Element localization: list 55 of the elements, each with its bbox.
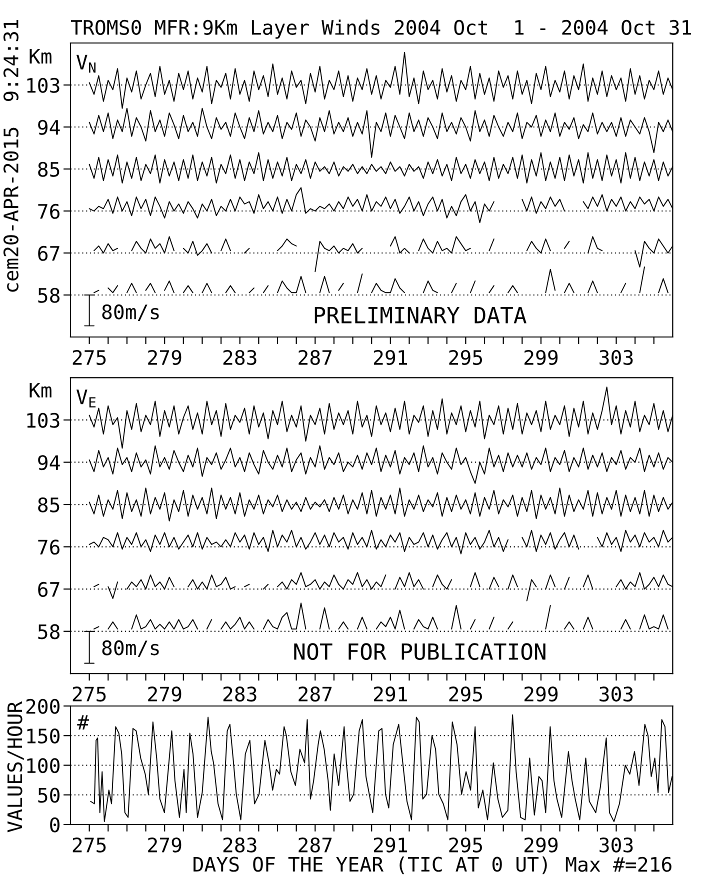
- annotation: PRELIMINARY DATA: [314, 307, 526, 324]
- y-tick-label: 76: [38, 204, 60, 219]
- annotation: V$_{E}$: [76, 390, 96, 408]
- x-tick-label: 291: [374, 350, 408, 365]
- y-tick-label: 103: [27, 78, 60, 93]
- y-tick-label: 50: [38, 788, 60, 803]
- y-tick-label: 85: [38, 497, 60, 512]
- y-tick-label: 103: [27, 412, 60, 428]
- x-tick-label: 295: [449, 686, 482, 702]
- x-tick-label: 299: [524, 350, 558, 365]
- y-tick-label: 76: [38, 540, 60, 555]
- y-axis-title: VALUES/HOUR: [7, 701, 24, 832]
- y-tick-label: 200: [26, 698, 60, 714]
- y-tick-label: 150: [27, 728, 60, 744]
- y-tick-label: 94: [38, 120, 60, 135]
- x-tick-label: 291: [374, 837, 408, 852]
- y-tick-label: 58: [38, 288, 60, 303]
- y-tick-label: 94: [38, 455, 60, 470]
- x-tick-label: 303: [600, 350, 633, 365]
- text: Max #=216: [566, 856, 672, 872]
- x-tick-label: 279: [148, 686, 182, 702]
- x-tick-label: 287: [298, 686, 332, 702]
- text: cem20-APR-2015 9:24:31: [3, 20, 18, 292]
- x-tick-label: 279: [148, 350, 182, 365]
- x-tick-label: 283: [223, 686, 256, 702]
- y-tick-label: 0: [50, 817, 60, 832]
- annotation: 80m/s: [102, 640, 159, 657]
- x-tick-label: 299: [524, 686, 558, 702]
- y-tick-label: 85: [38, 162, 60, 177]
- annotation: V$_{N}$: [76, 54, 96, 73]
- chart-title: TROMS0 MFR:9Km Layer Winds 2004 Oct 1 - 2004 Oct 31: [70, 20, 691, 39]
- x-tick-label: 287: [298, 350, 332, 365]
- annotation: #: [77, 715, 90, 730]
- x-tick-label: 295: [449, 837, 482, 852]
- x-tick-label: 291: [374, 686, 408, 702]
- x-tick-label: 275: [72, 837, 106, 852]
- x-tick-label: 283: [223, 350, 256, 365]
- x-axis-title: DAYS OF THE YEAR (TIC AT 0 UT): [194, 856, 547, 874]
- x-tick-label: 275: [72, 686, 106, 702]
- annotation: NOT FOR PUBLICATION: [294, 643, 546, 660]
- annotation: 80m/s: [102, 304, 159, 321]
- x-tick-label: 287: [298, 837, 332, 852]
- y-tick-label: 100: [27, 758, 60, 774]
- y-tick-label: 58: [38, 624, 60, 640]
- x-tick-label: 303: [600, 837, 633, 852]
- y-tick-label: 67: [38, 582, 60, 597]
- x-tick-label: 303: [600, 686, 633, 702]
- y-tick-label: 67: [38, 246, 60, 261]
- x-tick-label: 283: [223, 837, 256, 852]
- x-tick-label: 299: [524, 837, 558, 852]
- x-tick-label: 275: [72, 350, 106, 365]
- x-tick-label: 295: [449, 350, 482, 365]
- x-tick-label: 279: [148, 837, 182, 852]
- y-axis-title: Km: [30, 382, 52, 398]
- y-axis-title: Km: [30, 49, 52, 64]
